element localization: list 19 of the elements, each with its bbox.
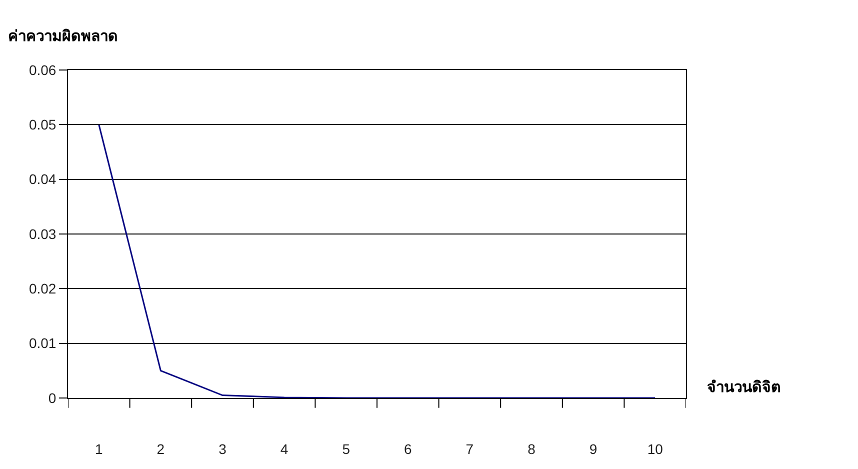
y-tick-label: 0.02	[28, 280, 56, 297]
y-tick-label: 0.03	[28, 226, 56, 242]
x-tick-label: 1	[95, 440, 103, 457]
x-tick-label: 3	[218, 440, 227, 457]
x-tick-label: 7	[466, 440, 474, 457]
y-tick-label: 0.06	[28, 62, 56, 78]
x-tick-label: 5	[342, 440, 350, 457]
x-tick-label: 6	[404, 440, 412, 457]
x-tick-label: 4	[280, 440, 288, 457]
x-axis-title: จำนวนดิจิต	[707, 378, 781, 396]
y-tick-label: 0.04	[28, 171, 56, 188]
y-tick-label: 0.01	[28, 335, 56, 352]
y-axis-title: ค่าความผิดพลาด	[8, 27, 118, 45]
x-tick-label: 9	[589, 440, 598, 457]
x-tick-label: 2	[156, 440, 165, 457]
y-tick-label: 0.05	[28, 116, 56, 133]
x-tick-label: 10	[647, 440, 664, 457]
x-tick-label: 8	[528, 440, 536, 457]
y-tick-label: 0	[48, 390, 56, 406]
